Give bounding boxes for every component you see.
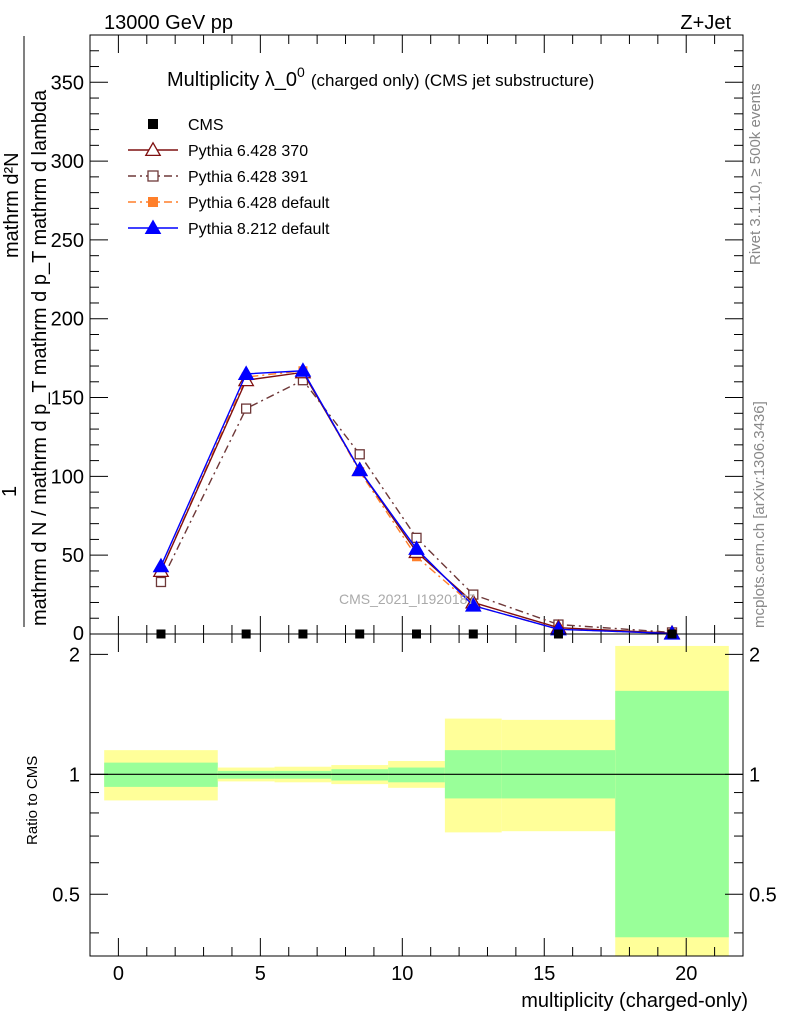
header-process: 13000 GeV pp [104, 12, 233, 34]
y-tick-label: 100 [51, 466, 84, 488]
legend-marker-4 [144, 219, 162, 235]
ratio-ylabel: Ratio to CMS [24, 756, 41, 845]
ylabel-numerator-one: 1 [0, 486, 21, 497]
ratio-y-tick-label-right: 0.5 [749, 884, 777, 906]
legend-label-3: Pythia 6.428 default [188, 195, 330, 212]
data-point [354, 449, 365, 460]
series-line-2 [160, 379, 673, 634]
title-suffix: (charged only) (CMS jet substructure) [311, 71, 594, 90]
data-point [464, 597, 482, 612]
ratio-bands [104, 645, 729, 956]
xaxis-label: multiplicity (charged-only) [521, 990, 748, 1012]
legend-marker-1 [144, 141, 162, 157]
mcplots-label: mcplots.cern.ch [arXiv:1306.3436] [751, 401, 768, 628]
series-line-4 [160, 370, 673, 635]
data-point [351, 461, 369, 477]
data-point [294, 362, 312, 377]
legend-marker-3 [148, 197, 158, 207]
main-ylabel: 1 mathrm d N / mathrm d p_T mathrm d p_T… [0, 36, 51, 627]
data-point [408, 540, 425, 555]
x-tick-label: 15 [533, 963, 555, 985]
data-point [241, 403, 252, 414]
rivet-version-label: Rivet 3.1.10, ≥ 500k events [747, 83, 764, 265]
chart-title: Multiplicity λ_00 (charged only) (CMS jet… [167, 64, 594, 91]
y-tick-label: 50 [62, 545, 84, 567]
data-point [237, 365, 255, 380]
x-tick-label: 0 [113, 963, 124, 985]
legend-label-1: Pythia 6.428 370 [188, 143, 308, 160]
ratio-y-tick-label-right: 2 [749, 644, 760, 666]
y-tick-label: 150 [51, 388, 84, 410]
ratio-y-tick-label: 0.5 [52, 884, 80, 906]
series-line-1 [160, 371, 673, 634]
x-tick-label: 5 [255, 963, 266, 985]
y-tick-label: 0 [73, 623, 84, 645]
title-superscript: 0 [297, 64, 305, 80]
x-tick-label: 10 [391, 963, 413, 985]
legend-marker-2 [147, 170, 159, 182]
y-tick-label: 350 [51, 72, 84, 94]
y-tick-label: 200 [51, 309, 84, 331]
legend-label-2: Pythia 6.428 391 [188, 169, 308, 186]
ratio-frame [89, 633, 744, 957]
legend-marker-0 [148, 119, 158, 129]
stat-uncertainty-band-7 [615, 690, 729, 938]
ratio-axes: 0.5 0.51 12 20 5 10 15 20 [52, 633, 777, 985]
analysis-watermark: CMS_2021_I1920187 [339, 591, 475, 607]
ratio-y-tick-label-right: 1 [749, 764, 760, 786]
y-tick-label: 300 [51, 151, 84, 173]
main-axes: 50 100 150 200 250 300 350 0 [51, 34, 744, 645]
ylabel-denominator: mathrm d N / mathrm d p_T mathrm d p_T m… [29, 89, 51, 626]
title-main: Multiplicity λ_0 [167, 69, 297, 91]
x-tick-label: 20 [675, 963, 697, 985]
legend-label-4: Pythia 8.212 default [188, 221, 330, 238]
ratio-y-tick-label: 1 [69, 764, 80, 786]
ylabel-numerator: mathrm d²N [1, 152, 23, 258]
legend: CMS Pythia 6.428 370 Pythia 6.428 391 Pythi… [128, 117, 330, 238]
data-point [155, 576, 167, 588]
ratio-y-tick-label: 2 [69, 644, 80, 666]
legend-label-0: CMS [188, 117, 224, 134]
data-point [152, 557, 170, 573]
header-channel: Z+Jet [680, 12, 731, 34]
y-tick-label: 250 [51, 230, 84, 252]
